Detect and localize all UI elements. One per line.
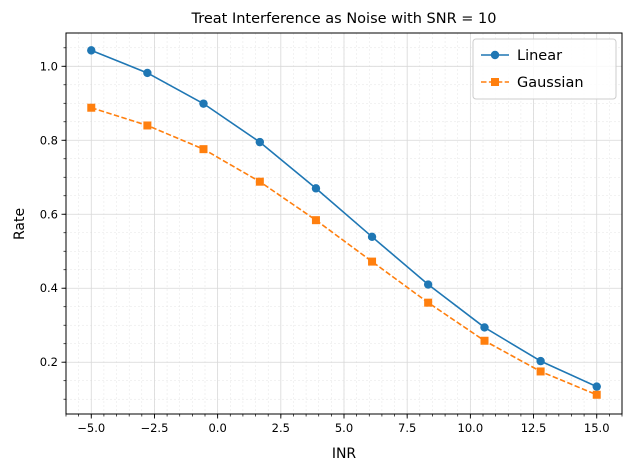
data-point-gaussian bbox=[87, 103, 96, 112]
data-point-linear bbox=[480, 323, 489, 332]
data-point-linear bbox=[423, 280, 433, 289]
data-point-linear bbox=[255, 137, 265, 147]
x-tick-label: 7.5 bbox=[398, 421, 416, 435]
x-axis: −5.0 −2.5 0.0 2.5 5.0 7.5 10.0 12.5 15.0 bbox=[65, 414, 623, 435]
series-line-linear bbox=[90, 49, 598, 388]
x-tick-label: 2.5 bbox=[272, 421, 290, 435]
series-layer bbox=[87, 46, 601, 399]
data-point-linear bbox=[311, 184, 321, 193]
x-tick-label: 5.0 bbox=[335, 421, 353, 435]
data-point-gaussian bbox=[480, 336, 489, 345]
data-point-gaussian bbox=[199, 145, 208, 154]
x-axis-label: INR bbox=[332, 446, 357, 462]
legend: Linear Gaussian bbox=[472, 38, 617, 100]
legend-gaussian-label: Gaussian bbox=[517, 75, 584, 91]
legend-linear-label: Linear bbox=[517, 48, 562, 64]
legend-gaussian-marker bbox=[491, 78, 499, 86]
data-point-linear bbox=[367, 232, 377, 242]
y-tick-label: 0.4 bbox=[40, 281, 58, 295]
series-line-gaussian bbox=[91, 106, 598, 396]
chart-title: Treat Interference as Noise with SNR = 1… bbox=[191, 11, 497, 27]
data-point-gaussian bbox=[255, 177, 264, 186]
data-point-linear bbox=[592, 382, 601, 391]
x-tick-label: 10.0 bbox=[458, 421, 484, 435]
x-tick-label: 0.0 bbox=[208, 421, 226, 435]
data-point-gaussian bbox=[143, 121, 152, 130]
data-point-gaussian bbox=[311, 216, 320, 225]
x-tick-label: 15.0 bbox=[584, 421, 610, 435]
legend-box bbox=[472, 38, 617, 100]
data-point-linear bbox=[536, 356, 545, 366]
x-tick-label: −2.5 bbox=[140, 421, 168, 435]
data-point-linear bbox=[199, 99, 208, 108]
y-tick-label: 0.2 bbox=[40, 355, 58, 369]
x-tick-label: 12.5 bbox=[521, 421, 547, 435]
y-tick-label: 1.0 bbox=[40, 59, 58, 73]
y-tick-label: 0.6 bbox=[40, 207, 58, 221]
y-axis: 0.2 0.4 0.6 0.8 1.0 bbox=[40, 47, 66, 400]
data-point-gaussian bbox=[368, 257, 377, 266]
y-tick-label: 0.8 bbox=[40, 133, 58, 147]
x-tick-label: −5.0 bbox=[77, 421, 105, 435]
y-axis-label: Rate bbox=[12, 208, 28, 240]
data-point-linear bbox=[143, 68, 152, 78]
data-point-gaussian bbox=[536, 367, 545, 376]
data-point-gaussian bbox=[592, 390, 601, 399]
data-point-gaussian bbox=[424, 298, 433, 307]
legend-linear-marker bbox=[490, 50, 500, 60]
data-point-linear bbox=[87, 46, 96, 55]
